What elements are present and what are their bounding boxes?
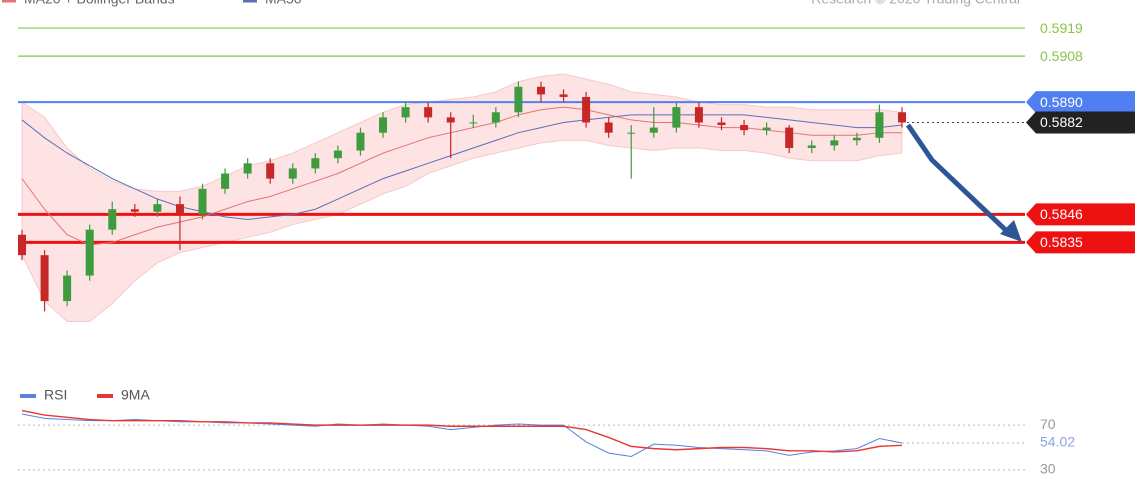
candle-body <box>875 112 884 138</box>
moving-average-line <box>21 106 902 246</box>
forecast-arrow <box>905 123 1014 238</box>
candle-body <box>243 163 252 174</box>
y-tick-label: 30 <box>1040 461 1056 477</box>
candle-body <box>627 132 636 134</box>
candle-body <box>130 209 139 212</box>
candle-body <box>153 204 162 212</box>
candle-body <box>424 107 433 118</box>
rsi-last-label: 54.02 <box>1040 434 1075 450</box>
candle-body <box>536 86 545 95</box>
candle-body <box>898 112 906 123</box>
price-tag <box>1026 231 1135 254</box>
price-label: 0.5919 <box>1040 20 1083 36</box>
price-label: 0.5890 <box>1040 94 1083 110</box>
candle-body <box>582 96 591 123</box>
price-tag <box>1026 91 1135 114</box>
plot-layer: MA20 + Bollinger Bands MA50 Research © 202… <box>2 0 1135 477</box>
price-label: 0.5835 <box>1040 234 1083 250</box>
candle-body <box>469 122 478 124</box>
candle-body <box>85 229 94 276</box>
candle-body <box>379 117 388 133</box>
candle-body <box>311 158 320 169</box>
rsi-line <box>21 409 903 453</box>
candle-body <box>559 94 568 97</box>
candle-body <box>40 255 49 302</box>
candle-body <box>740 125 749 131</box>
price-label: 0.5882 <box>1040 114 1083 130</box>
candle-body <box>717 122 726 126</box>
moving-average-line <box>21 114 903 220</box>
candle-body <box>604 122 613 133</box>
candle-body <box>63 275 72 302</box>
candle-body <box>221 173 230 189</box>
y-tick-label: 70 <box>1040 416 1056 432</box>
candle-body <box>694 107 703 123</box>
candle-body <box>108 209 117 230</box>
candle-body <box>198 188 207 215</box>
candle-body <box>401 107 410 118</box>
candle-body <box>807 145 816 148</box>
candle-body <box>491 112 500 123</box>
candle-body <box>266 163 275 179</box>
candle-body <box>672 107 681 128</box>
forecast-arrowhead <box>1000 220 1022 242</box>
price-tag <box>1026 111 1135 134</box>
legend-label: RSI <box>44 387 67 403</box>
bollinger-band <box>21 73 903 323</box>
price-label: 0.5846 <box>1040 206 1083 222</box>
price-tag <box>1026 203 1135 226</box>
candle-body <box>288 168 297 179</box>
legend-label: MA20 + Bollinger Bands <box>24 0 175 7</box>
price-label: 0.5908 <box>1040 48 1083 64</box>
candle-body <box>762 127 771 131</box>
candle-body <box>333 150 342 159</box>
legend-label: MA50 <box>265 0 302 7</box>
candle-body <box>446 117 455 123</box>
candle-body <box>175 204 184 215</box>
candle-body <box>649 127 658 133</box>
candle-body <box>514 86 523 113</box>
candle-body <box>830 140 839 146</box>
candle-body <box>356 132 365 151</box>
attribution: Research © 2020 Trading Central <box>811 0 1020 7</box>
candle-body <box>785 127 794 148</box>
legend-label: 9MA <box>121 387 150 403</box>
candle-body <box>852 137 861 141</box>
candle-body <box>18 234 26 256</box>
